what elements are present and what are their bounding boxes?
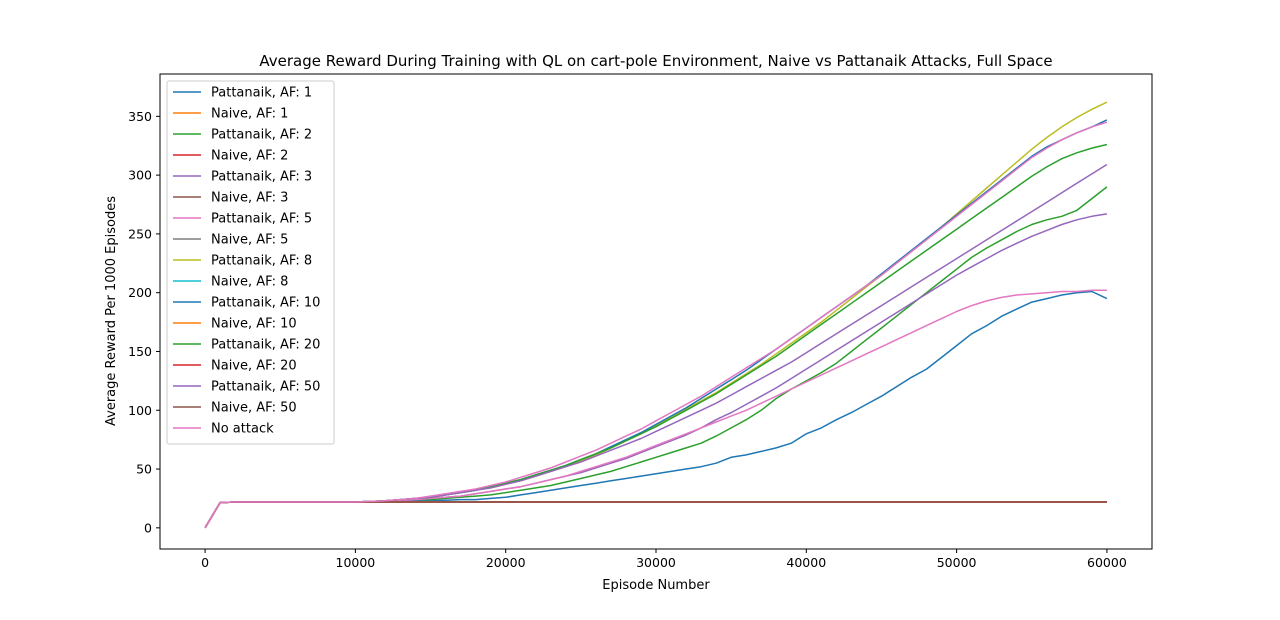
legend-label: Naive, AF: 8 — [211, 275, 288, 290]
y-tick-label: 200 — [128, 285, 152, 300]
legend-label: Pattanaik, AF: 5 — [211, 212, 312, 227]
series-line-1 — [204, 290, 1108, 529]
x-tick-label: 30000 — [636, 555, 676, 570]
x-tick-label: 10000 — [336, 555, 376, 570]
legend-label: Naive, AF: 10 — [211, 317, 297, 332]
series-line-3 — [204, 186, 1108, 529]
y-tick-label: 150 — [128, 344, 152, 359]
series-line-6 — [204, 501, 1107, 529]
legend-label: Naive, AF: 5 — [211, 233, 288, 248]
legend-label: Pattanaik, AF: 20 — [211, 338, 320, 353]
series-line-14 — [204, 501, 1107, 529]
series-line-2 — [204, 501, 1107, 529]
y-axis-label: Average Reward Per 1000 Episodes — [104, 196, 119, 426]
legend-label: Pattanaik, AF: 50 — [211, 380, 320, 395]
series-line-10 — [204, 501, 1107, 529]
legend-label: Naive, AF: 50 — [211, 401, 297, 416]
series-line-16 — [204, 501, 1107, 529]
series-line-12 — [204, 501, 1107, 529]
y-tick-label: 350 — [128, 109, 152, 124]
series-lines — [204, 101, 1108, 529]
series-line-4 — [204, 501, 1107, 529]
x-tick-label: 60000 — [1087, 555, 1127, 570]
plot-area — [159, 73, 1153, 550]
series-line-17 — [204, 121, 1108, 529]
legend-label: Pattanaik, AF: 2 — [211, 128, 312, 143]
legend-box — [166, 80, 335, 445]
series-line-5 — [204, 213, 1108, 529]
y-axis: 0 50 100 150 200 250 300 350 — [128, 109, 160, 535]
x-tick-label: 0 — [201, 555, 209, 570]
legend-label: Naive, AF: 2 — [211, 149, 288, 164]
series-line-8 — [204, 501, 1107, 529]
series-line-9 — [204, 101, 1108, 529]
x-tick-label: 20000 — [486, 555, 526, 570]
x-axis-label: Episode Number — [602, 578, 710, 593]
y-tick-label: 50 — [136, 462, 152, 477]
x-tick-label: 50000 — [937, 555, 977, 570]
legend-label: Pattanaik, AF: 8 — [211, 254, 312, 269]
legend: Pattanaik, AF: 1 Naive, AF: 1 Pattanaik, A… — [166, 80, 335, 445]
y-tick-label: 300 — [128, 168, 152, 183]
legend-label: Naive, AF: 20 — [211, 359, 297, 374]
series-line-11 — [204, 119, 1108, 529]
legend-label: Naive, AF: 1 — [211, 107, 288, 122]
x-axis: 0 10000 20000 30000 40000 50000 60000 — [201, 549, 1127, 570]
series-line-7 — [204, 289, 1107, 529]
legend-label: Pattanaik, AF: 3 — [211, 170, 312, 185]
series-line-13 — [204, 143, 1108, 529]
legend-label: Pattanaik, AF: 10 — [211, 296, 320, 311]
y-tick-label: 250 — [128, 226, 152, 241]
chart-title: Average Reward During Training with QL o… — [259, 52, 1052, 70]
y-tick-label: 100 — [128, 403, 152, 418]
legend-label: No attack — [211, 422, 274, 437]
legend-label: Naive, AF: 3 — [211, 191, 288, 206]
x-tick-label: 40000 — [786, 555, 826, 570]
legend-label: Pattanaik, AF: 1 — [211, 86, 312, 101]
y-tick-label: 0 — [144, 520, 152, 535]
